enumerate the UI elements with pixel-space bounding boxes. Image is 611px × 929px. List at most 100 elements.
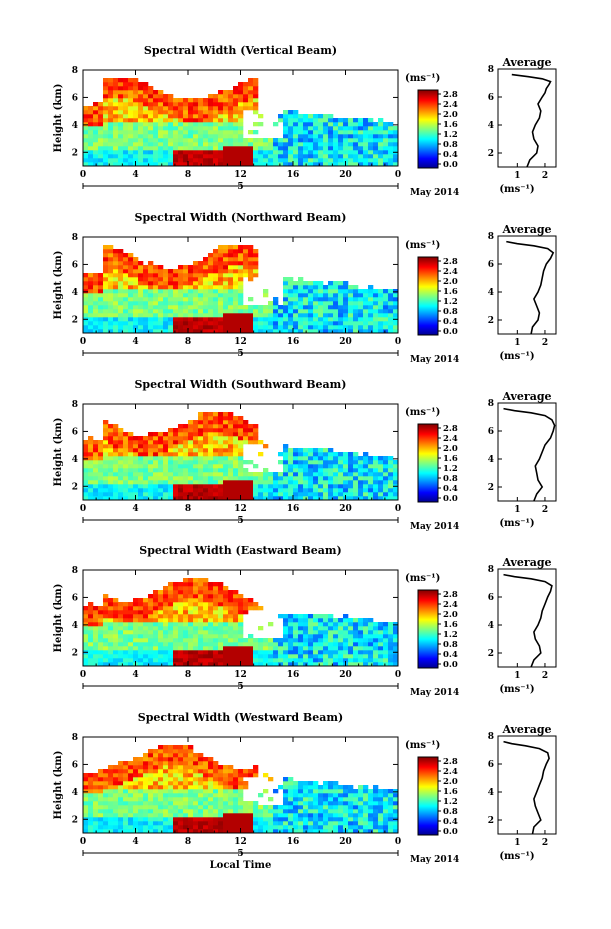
heatmap-cell bbox=[308, 630, 314, 635]
heatmap-cell bbox=[318, 492, 324, 497]
heatmap-cell bbox=[388, 480, 394, 485]
heatmap-cell bbox=[263, 325, 269, 330]
heatmap-cell bbox=[83, 134, 89, 139]
heatmap-cell bbox=[103, 317, 109, 322]
heatmap-cell bbox=[358, 301, 364, 306]
heatmap-cell bbox=[308, 622, 314, 627]
heatmap-cell bbox=[353, 154, 359, 159]
heatmap-cell bbox=[88, 614, 94, 619]
heatmap-cell bbox=[303, 289, 309, 294]
heatmap-cell bbox=[123, 265, 129, 270]
heatmap-cell bbox=[188, 154, 194, 159]
heatmap-cell bbox=[278, 329, 284, 334]
heatmap-cell bbox=[193, 301, 199, 306]
heatmap-cell bbox=[203, 309, 209, 314]
heatmap-cell bbox=[168, 745, 174, 750]
heatmap-cell bbox=[238, 118, 244, 123]
heatmap-cell bbox=[238, 646, 244, 651]
heatmap-cell bbox=[168, 662, 174, 667]
heatmap-cell bbox=[358, 130, 364, 135]
heatmap-cell bbox=[228, 253, 234, 258]
heatmap-cell bbox=[123, 658, 129, 663]
heatmap-cell bbox=[268, 158, 274, 163]
heatmap-cell bbox=[138, 273, 144, 278]
heatmap-cell bbox=[128, 484, 134, 489]
heatmap-cell bbox=[348, 480, 354, 485]
heatmap-cell bbox=[218, 480, 224, 485]
heatmap-cell bbox=[288, 452, 294, 457]
heatmap-cell bbox=[223, 162, 229, 167]
heatmap-cell bbox=[198, 594, 204, 599]
heatmap-cell bbox=[393, 472, 399, 477]
heatmap-cell bbox=[158, 781, 164, 786]
heatmap-cell bbox=[223, 297, 229, 302]
heatmap-cell bbox=[168, 484, 174, 489]
heatmap-cell bbox=[193, 146, 199, 151]
heatmap-cell bbox=[318, 468, 324, 473]
heatmap-cell bbox=[303, 472, 309, 477]
heatmap-cell bbox=[118, 484, 124, 489]
heatmap-cell bbox=[378, 480, 384, 485]
profile-line bbox=[503, 407, 556, 502]
heatmap-cell bbox=[278, 138, 284, 143]
heatmap-cell bbox=[328, 650, 334, 655]
heatmap-cell bbox=[283, 154, 289, 159]
heatmap-cell bbox=[233, 496, 239, 501]
heatmap-cell bbox=[238, 126, 244, 131]
heatmap-cell bbox=[278, 785, 284, 790]
heatmap-cell bbox=[333, 480, 339, 485]
heatmap-cell bbox=[198, 448, 204, 453]
heatmap-cell bbox=[218, 114, 224, 119]
heatmap-cell bbox=[103, 273, 109, 278]
heatmap-cell bbox=[293, 825, 299, 830]
heatmap-cell bbox=[98, 146, 104, 151]
heatmap-cell bbox=[278, 452, 284, 457]
heatmap-cell bbox=[248, 277, 254, 282]
y-tick-label: 4 bbox=[72, 455, 78, 465]
heatmap-cell bbox=[183, 610, 189, 615]
heatmap-cell bbox=[148, 154, 154, 159]
heatmap-cell bbox=[318, 622, 324, 627]
heatmap-cell bbox=[178, 313, 184, 318]
heatmap-cell bbox=[293, 654, 299, 659]
heatmap-cell bbox=[93, 606, 99, 611]
heatmap-cell bbox=[148, 594, 154, 599]
x-tick-label: 8 bbox=[185, 337, 191, 347]
heatmap-cell bbox=[173, 301, 179, 306]
heatmap-cell bbox=[373, 456, 379, 461]
heatmap-cell bbox=[93, 797, 99, 802]
heatmap-cell bbox=[248, 265, 254, 270]
heatmap-cell bbox=[228, 472, 234, 477]
heatmap-cell bbox=[223, 329, 229, 334]
x-tick-label: 0 bbox=[80, 504, 86, 514]
heatmap-cell bbox=[98, 646, 104, 651]
heatmap-cell bbox=[138, 484, 144, 489]
heatmap-cell bbox=[128, 630, 134, 635]
heatmap-cell bbox=[103, 305, 109, 310]
heatmap-cell bbox=[198, 488, 204, 493]
heatmap-cell bbox=[393, 658, 399, 663]
heatmap-cell bbox=[93, 285, 99, 290]
heatmap-cell bbox=[188, 476, 194, 481]
heatmap-cell bbox=[158, 106, 164, 111]
heatmap-cell bbox=[238, 472, 244, 477]
heatmap-cell bbox=[103, 476, 109, 481]
heatmap-cell bbox=[113, 110, 119, 115]
heatmap-cell bbox=[113, 428, 119, 433]
heatmap-cell bbox=[383, 488, 389, 493]
heatmap-cell bbox=[253, 86, 259, 91]
heatmap-cell bbox=[108, 456, 114, 461]
heatmap-cell bbox=[143, 94, 149, 99]
heatmap-cell bbox=[233, 301, 239, 306]
heatmap-cell bbox=[173, 325, 179, 330]
heatmap-cell bbox=[163, 150, 169, 155]
heatmap-cell bbox=[83, 452, 89, 457]
heatmap-cell bbox=[243, 662, 249, 667]
heatmap-cell bbox=[293, 138, 299, 143]
heatmap-cell bbox=[273, 305, 279, 310]
heatmap-cell bbox=[278, 805, 284, 810]
heatmap-cell bbox=[293, 829, 299, 834]
heatmap-cell bbox=[253, 428, 259, 433]
heatmap-cell bbox=[288, 289, 294, 294]
heatmap-cell bbox=[168, 598, 174, 603]
